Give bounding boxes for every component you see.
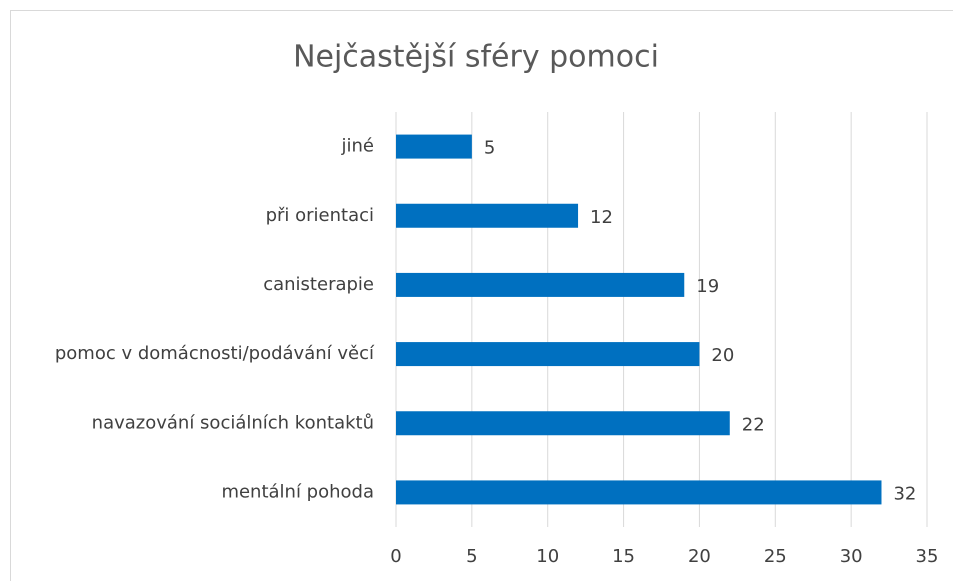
x-tick-label: 30 — [840, 546, 863, 567]
data-label: 32 — [893, 483, 916, 504]
y-tick-label: při orientaci — [266, 205, 374, 226]
x-tick-label: 5 — [466, 546, 477, 567]
x-tick-label: 20 — [688, 546, 711, 567]
x-tick-label: 0 — [390, 546, 401, 567]
y-tick-label: mentální pohoda — [221, 481, 374, 502]
y-tick-label: canisterapie — [263, 274, 374, 295]
x-tick-label: 15 — [612, 546, 635, 567]
bar — [396, 203, 579, 228]
data-label: 22 — [742, 414, 765, 435]
x-tick-label: 25 — [764, 546, 787, 567]
x-tick-label: 10 — [536, 546, 559, 567]
y-tick-label: navazování sociálních kontaktů — [92, 412, 374, 433]
chart-title: Nejčastější sféry pomoci — [293, 40, 659, 75]
bar — [396, 411, 730, 436]
bar — [396, 272, 685, 297]
y-tick-label: pomoc v domácnosti/podávání věcí — [55, 343, 375, 364]
data-label: 19 — [696, 276, 719, 297]
bar — [396, 134, 472, 159]
y-tick-label: jiné — [341, 136, 374, 157]
x-tick-label: 35 — [916, 546, 939, 567]
bar — [396, 342, 700, 367]
data-label: 12 — [590, 207, 613, 228]
bar — [396, 480, 882, 505]
data-label: 20 — [711, 345, 734, 366]
data-label: 5 — [484, 138, 495, 159]
